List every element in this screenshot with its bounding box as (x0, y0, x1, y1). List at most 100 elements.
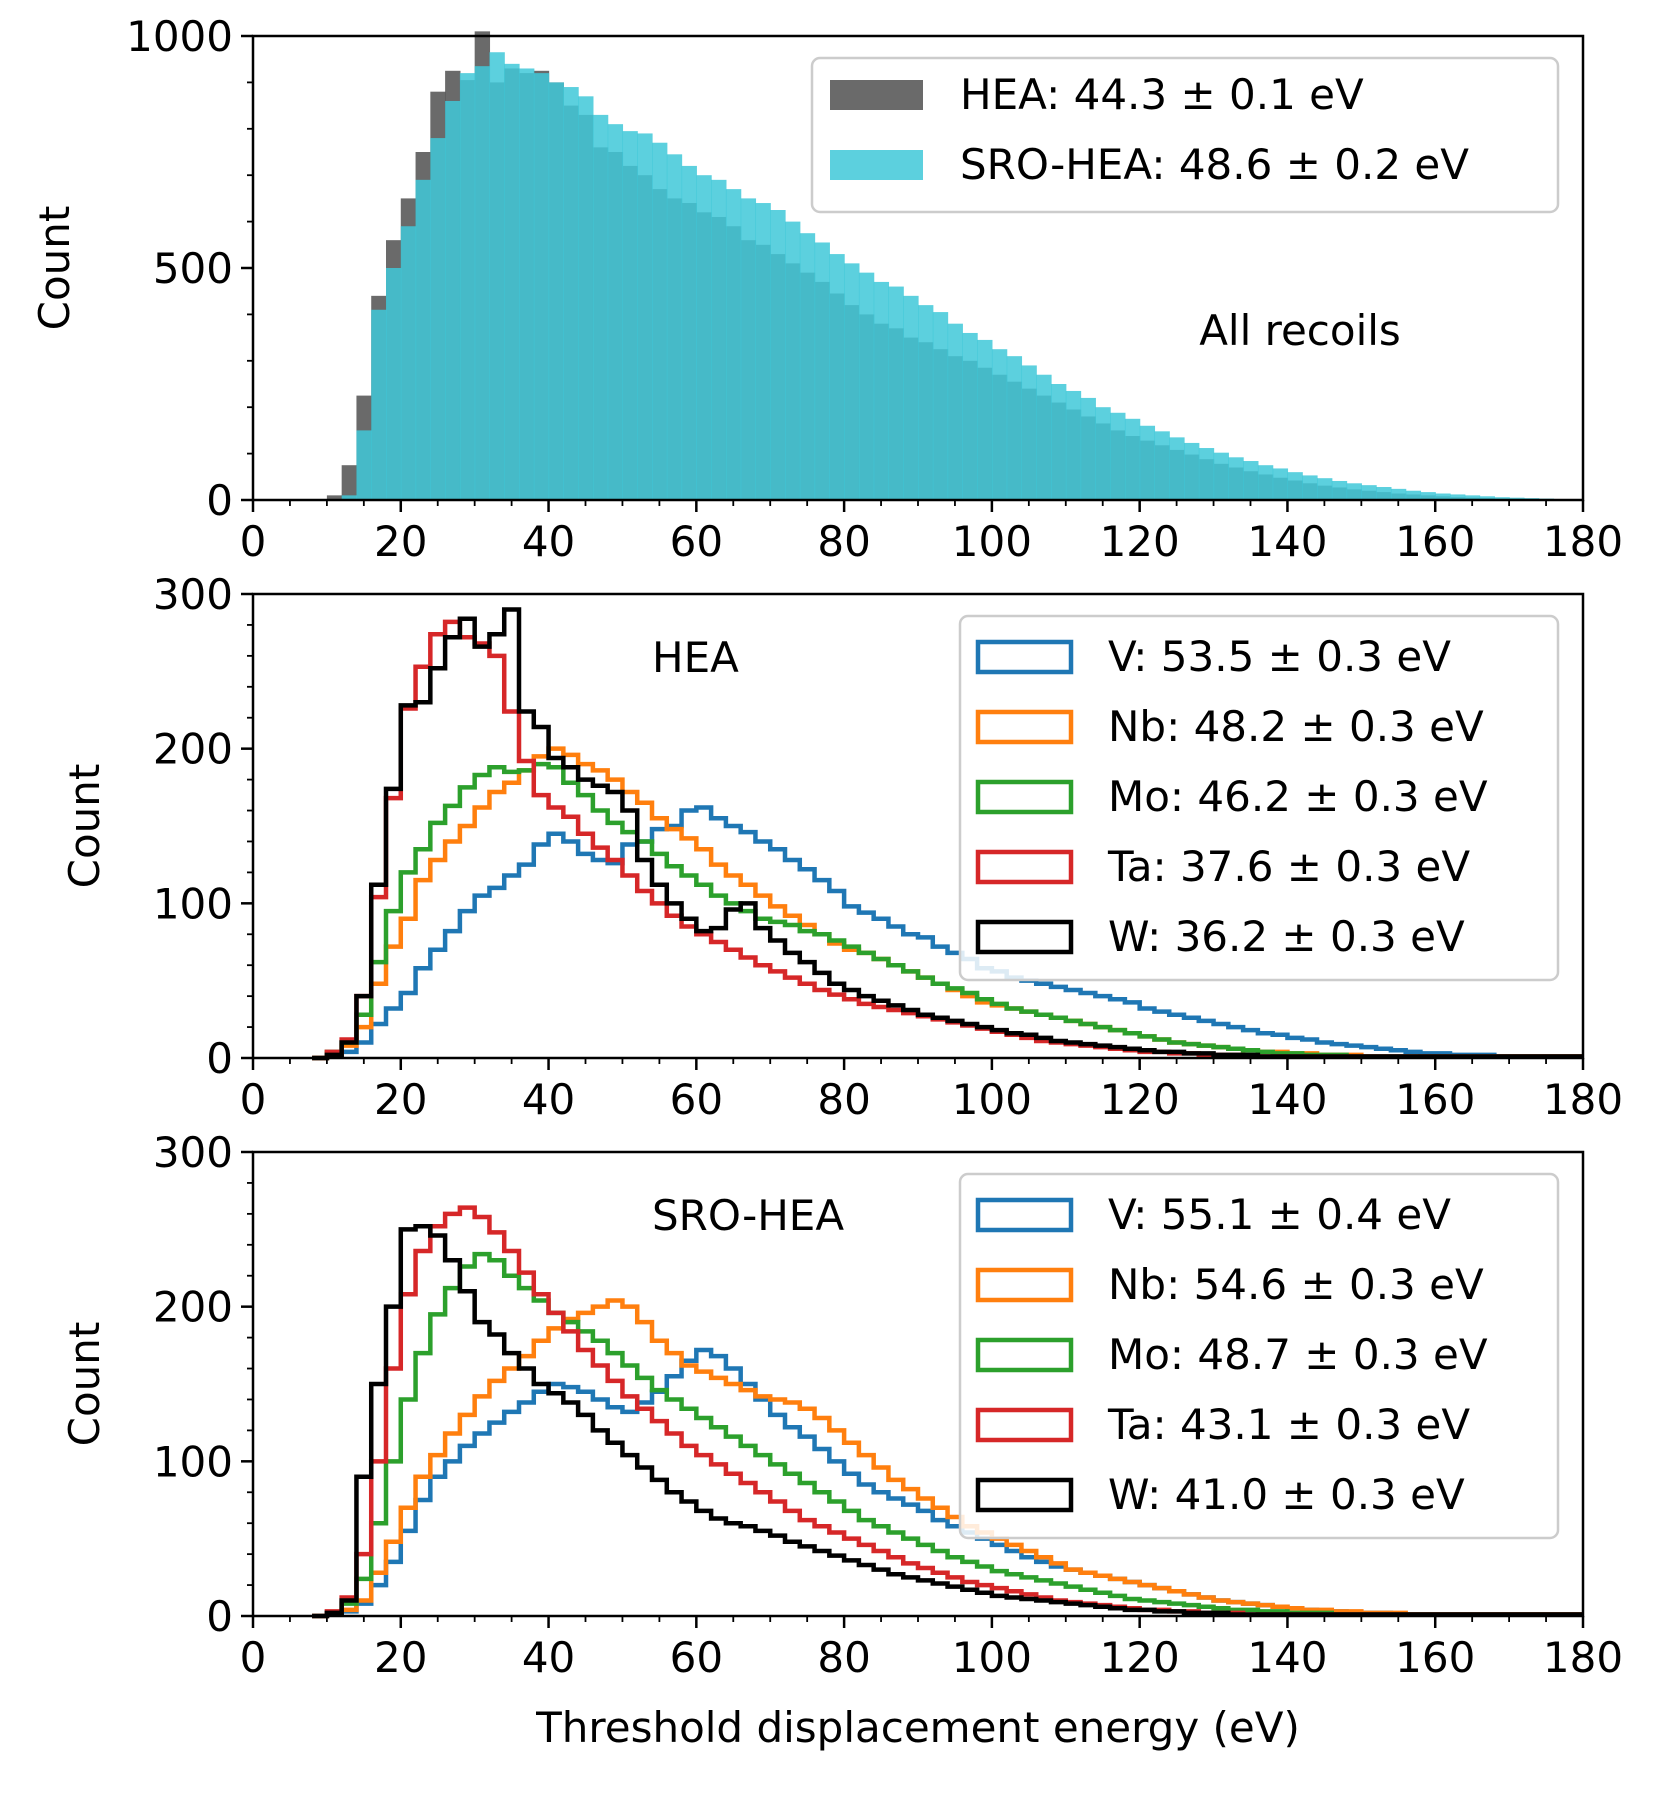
bar (1346, 483, 1362, 500)
x-tick-label: 160 (1395, 517, 1475, 566)
bar (1361, 485, 1377, 500)
bar (858, 272, 875, 500)
bar (1405, 490, 1422, 500)
x-tick-label: 0 (240, 1633, 267, 1682)
y-tick-label: 100 (153, 879, 233, 928)
bar (785, 221, 801, 500)
legend-box (958, 614, 1560, 982)
legend-box (958, 1172, 1560, 1540)
bar (1479, 496, 1495, 500)
x-tick-label: 20 (374, 1075, 427, 1124)
bar (637, 133, 653, 500)
legend-swatch (975, 639, 1074, 675)
bar (1124, 418, 1141, 500)
bar (947, 323, 963, 500)
panel-sro-hea: 0 20 40 60 80 100 120 140 160 180 0 100 200 300 Count T… (60, 1128, 1623, 1752)
bar (888, 286, 904, 500)
x-tick-label: 80 (817, 1633, 870, 1682)
step-line (312, 607, 1583, 1061)
y-tick-label: 0 (206, 1592, 233, 1641)
x-tick-label: 160 (1395, 1075, 1475, 1124)
x-axis-label: Threshold displacement energy (eV) (535, 1703, 1300, 1752)
bar (341, 465, 358, 500)
bar (799, 233, 816, 500)
bar (1198, 448, 1215, 500)
bar (386, 268, 402, 500)
bar (1021, 365, 1037, 500)
legend-swatch (975, 709, 1074, 745)
y-tick-label: 500 (153, 244, 233, 293)
bar (1450, 494, 1466, 500)
series-mo-panel-sro (312, 1251, 1583, 1619)
bar (962, 332, 978, 500)
series-w-panel-hea (312, 607, 1583, 1061)
x-tick-label: 80 (817, 517, 870, 566)
legend-label: V: 53.5 ± 0.3 eV (1108, 632, 1451, 681)
x-tick-label: 180 (1543, 1075, 1623, 1124)
bar (548, 82, 564, 501)
bar (326, 495, 343, 500)
bar (918, 305, 934, 500)
legend-swatch (975, 1267, 1074, 1303)
bar (489, 52, 505, 501)
x-tick-label: 20 (374, 1633, 427, 1682)
bar (903, 295, 919, 500)
bar (696, 175, 712, 500)
bar (371, 309, 387, 500)
legend-swatch (830, 150, 923, 180)
bar (1257, 465, 1274, 500)
bar (445, 100, 461, 501)
x-tick-label: 100 (952, 1633, 1032, 1682)
y-axis-label: Count (60, 1322, 109, 1447)
x-tick-label: 100 (952, 517, 1032, 566)
legend-swatch (975, 919, 1074, 955)
bar (1139, 425, 1156, 500)
bar (1331, 480, 1348, 500)
y-tick-label: 200 (153, 725, 233, 774)
bar (1154, 431, 1170, 500)
panel-all-recoils: 0 20 40 60 80 100 120 140 160 180 0 500 1000 Count All… (30, 12, 1623, 566)
bar (504, 63, 520, 501)
bar (1376, 487, 1392, 500)
series-v-panel-hea (312, 805, 1583, 1061)
legend-label: V: 55.1 ± 0.4 eV (1108, 1190, 1451, 1239)
legend-swatch (830, 80, 923, 110)
bar (977, 339, 993, 500)
series-w-panel-sro (312, 1223, 1583, 1619)
legend-swatch (975, 1337, 1074, 1373)
x-tick-label: 100 (952, 1075, 1032, 1124)
x-tick-label: 60 (670, 1075, 723, 1124)
legend-swatch (975, 849, 1074, 885)
bar (578, 96, 594, 500)
bar (1228, 457, 1244, 500)
bar (1272, 468, 1289, 500)
legend-label: Nb: 48.2 ± 0.3 eV (1108, 702, 1484, 751)
x-tick-label: 40 (522, 517, 575, 566)
bar (652, 142, 668, 500)
y-axis-label: Count (60, 764, 109, 889)
bar (607, 124, 624, 500)
series-mo-panel-hea (312, 761, 1583, 1061)
bar (1184, 442, 1200, 500)
bar (740, 198, 757, 500)
bar (622, 131, 638, 500)
y-tick-label: 300 (153, 1128, 233, 1177)
bar (1065, 390, 1082, 500)
legend-label: Ta: 37.6 ± 0.3 eV (1107, 842, 1470, 891)
bar (991, 349, 1008, 500)
bar (563, 87, 579, 500)
legend-swatch (975, 1477, 1074, 1513)
bar (459, 73, 476, 501)
legend-label: W: 36.2 ± 0.3 eV (1108, 912, 1465, 961)
panel-annotation: HEA (652, 633, 739, 682)
series-sro-hea-panel-all (341, 52, 1584, 501)
step-line (312, 1223, 1583, 1619)
x-tick-label: 180 (1543, 1633, 1623, 1682)
legend-swatch (975, 1197, 1074, 1233)
x-tick-label: 80 (817, 1075, 870, 1124)
x-tick-label: 140 (1247, 517, 1327, 566)
bar (711, 179, 727, 500)
legend-label: Mo: 48.7 ± 0.3 eV (1108, 1330, 1488, 1379)
x-tick-label: 0 (240, 517, 267, 566)
